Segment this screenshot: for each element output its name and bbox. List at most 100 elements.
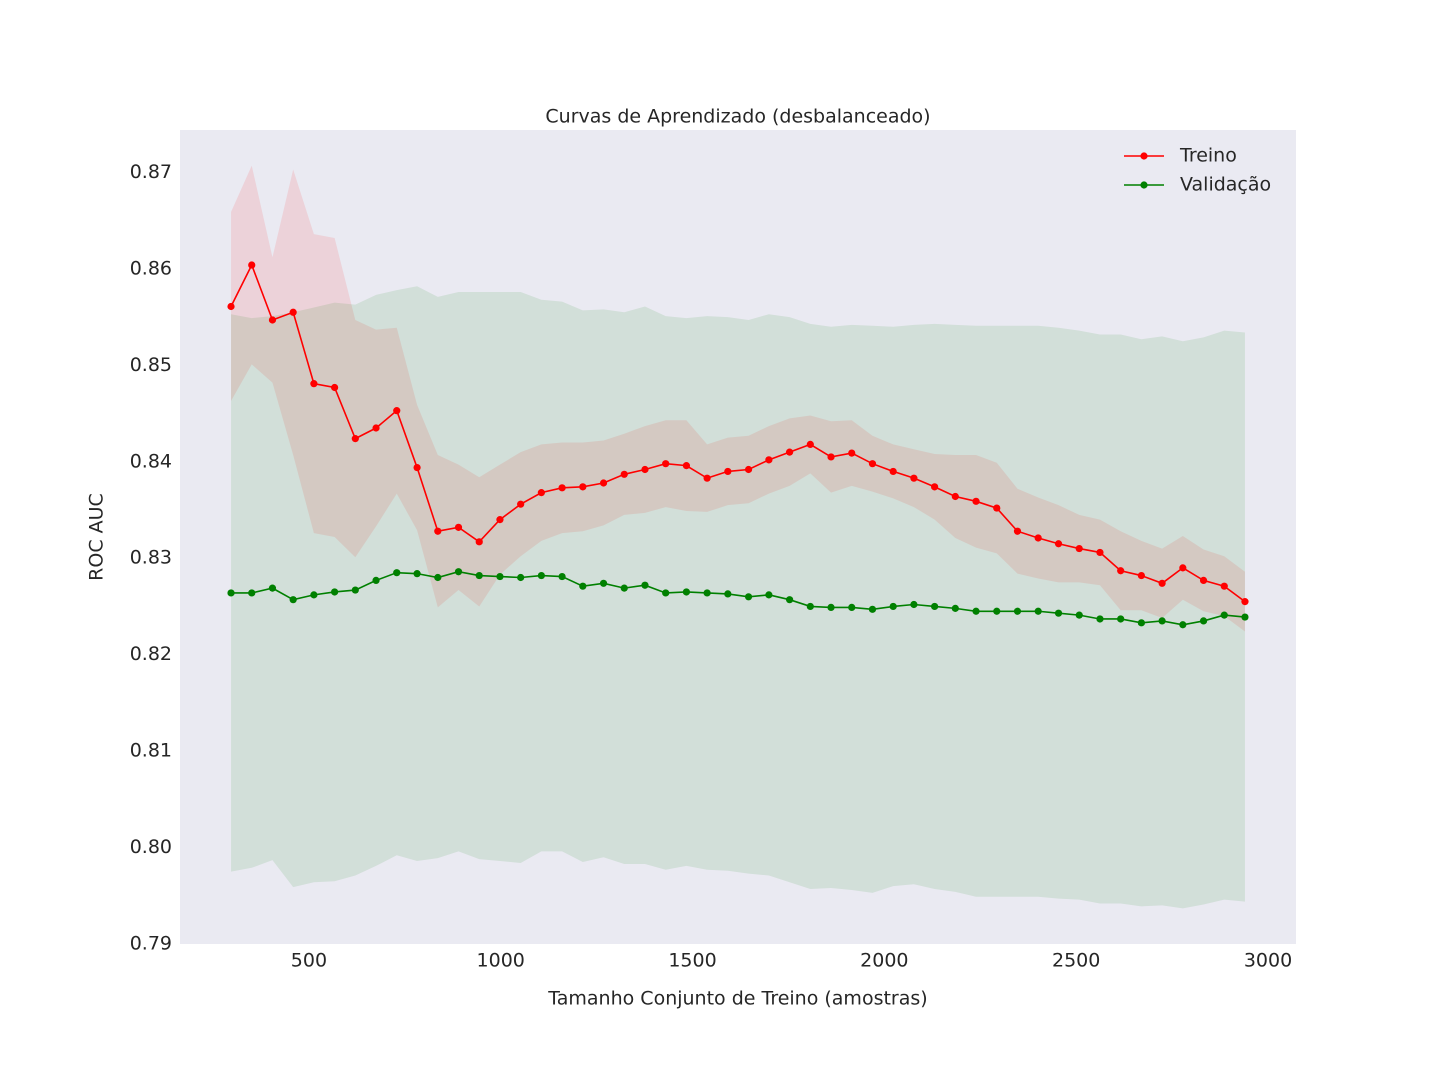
marker xyxy=(558,572,566,581)
marker xyxy=(744,465,753,474)
marker xyxy=(393,569,401,577)
marker xyxy=(413,463,421,472)
marker xyxy=(889,602,897,611)
y-tick-label: 0.84 xyxy=(130,450,172,472)
marker xyxy=(682,462,691,470)
marker xyxy=(1158,579,1166,587)
marker xyxy=(806,440,814,449)
legend-label: Validação xyxy=(1180,174,1271,196)
marker xyxy=(248,589,256,597)
marker xyxy=(662,460,670,468)
y-tick-label: 0.85 xyxy=(130,354,172,376)
marker xyxy=(537,571,545,580)
y-tick-label: 0.79 xyxy=(130,933,172,955)
marker xyxy=(1220,582,1228,590)
marker xyxy=(351,435,359,443)
x-tick-label: 1500 xyxy=(668,950,716,972)
marker xyxy=(1034,607,1042,615)
marker xyxy=(1117,615,1125,623)
marker xyxy=(703,474,711,482)
marker xyxy=(310,380,318,388)
marker xyxy=(827,603,835,612)
marker xyxy=(785,596,794,604)
marker xyxy=(1199,576,1208,585)
marker xyxy=(558,484,566,492)
marker xyxy=(972,497,980,505)
marker xyxy=(599,479,608,487)
marker xyxy=(1034,534,1042,542)
marker xyxy=(910,600,918,609)
marker xyxy=(931,602,939,611)
marker xyxy=(1137,571,1145,580)
marker xyxy=(413,570,421,578)
marker xyxy=(227,302,235,311)
x-tick-label: 3000 xyxy=(1244,950,1292,972)
y-tick-label: 0.81 xyxy=(130,740,172,762)
x-tick-label: 1000 xyxy=(477,950,525,972)
chart-title: Curvas de Aprendizado (desbalanceado) xyxy=(545,106,930,128)
std-band xyxy=(231,286,1245,909)
y-tick-label: 0.87 xyxy=(130,161,172,183)
std-band xyxy=(231,165,1245,632)
marker xyxy=(517,573,525,582)
marker xyxy=(951,604,959,612)
marker xyxy=(765,456,773,464)
marker xyxy=(331,383,339,392)
marker xyxy=(993,504,1001,512)
marker xyxy=(1241,613,1249,621)
marker xyxy=(724,590,732,598)
marker xyxy=(454,568,463,576)
marker xyxy=(972,607,980,615)
y-tick-label: 0.86 xyxy=(130,257,172,279)
marker xyxy=(579,582,587,590)
marker xyxy=(1137,619,1145,627)
marker xyxy=(868,460,877,468)
legend-marker xyxy=(1140,181,1148,189)
marker xyxy=(744,593,753,601)
legend-marker xyxy=(1140,152,1148,160)
marker xyxy=(993,607,1001,615)
marker xyxy=(1096,615,1104,623)
marker xyxy=(806,602,814,611)
marker xyxy=(289,596,297,604)
marker xyxy=(1096,548,1104,557)
marker xyxy=(434,573,442,582)
marker xyxy=(227,589,235,597)
marker xyxy=(1117,567,1125,575)
marker xyxy=(268,316,277,324)
y-tick-label: 0.82 xyxy=(130,643,172,665)
marker xyxy=(641,465,649,474)
marker xyxy=(1179,564,1187,572)
marker xyxy=(910,474,918,482)
x-axis-label: Tamanho Conjunto de Treino (amostras) xyxy=(547,988,927,1010)
marker xyxy=(724,467,732,476)
marker xyxy=(703,589,711,597)
marker xyxy=(620,584,628,592)
marker xyxy=(393,407,401,415)
marker xyxy=(641,581,649,589)
marker xyxy=(1220,611,1228,619)
marker xyxy=(537,489,545,497)
x-tick-label: 2500 xyxy=(1052,950,1100,972)
marker xyxy=(931,483,939,491)
marker xyxy=(599,579,608,587)
marker xyxy=(454,523,463,531)
x-tick-label: 500 xyxy=(291,950,327,972)
marker xyxy=(579,483,587,491)
marker xyxy=(475,538,483,546)
marker xyxy=(1054,540,1063,548)
marker xyxy=(1013,527,1022,535)
legend-label: Treino xyxy=(1179,145,1237,167)
marker xyxy=(785,448,794,456)
plot-background xyxy=(180,130,1296,944)
marker xyxy=(517,500,525,508)
marker xyxy=(1241,598,1249,606)
marker xyxy=(248,261,256,269)
y-tick-label: 0.80 xyxy=(130,836,172,858)
marker xyxy=(331,588,339,596)
marker xyxy=(620,470,628,478)
marker xyxy=(1013,607,1022,615)
y-tick-label: 0.83 xyxy=(130,547,172,569)
x-tick-label: 2000 xyxy=(860,950,908,972)
